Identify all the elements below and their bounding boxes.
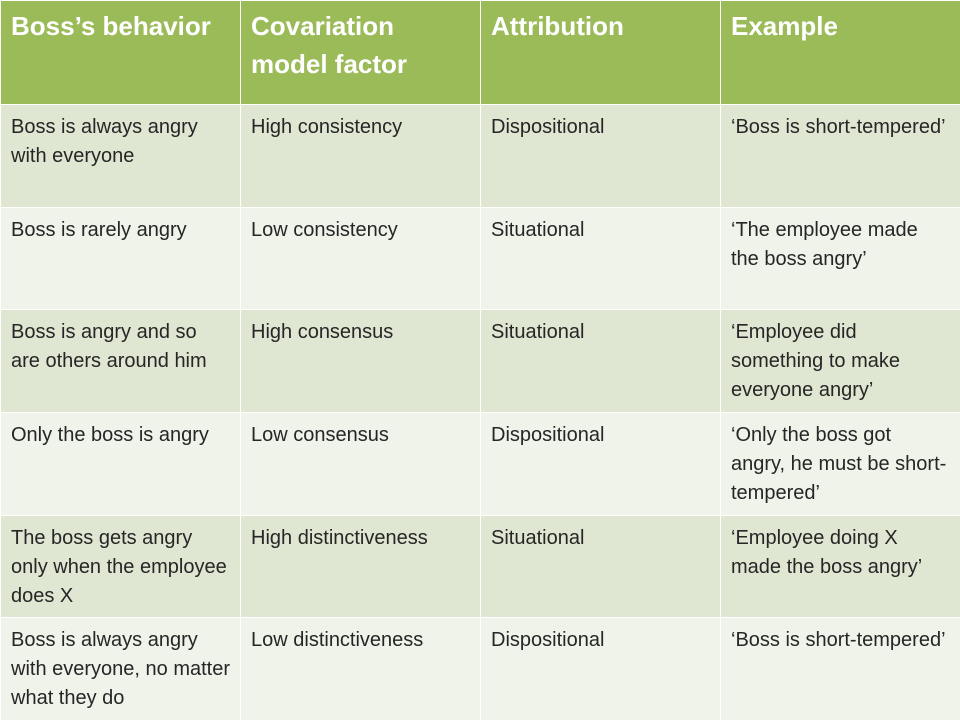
table-row: Boss is rarely angry Low consistency Sit…: [1, 207, 960, 310]
cell-behavior: Boss is angry and so are others around h…: [1, 310, 241, 413]
table-row: Boss is always angry with everyone High …: [1, 105, 960, 208]
table-row: The boss gets angry only when the employ…: [1, 515, 960, 618]
cell-factor: Low consensus: [241, 412, 481, 515]
cell-attribution: Situational: [481, 207, 721, 310]
table-row: Only the boss is angry Low consensus Dis…: [1, 412, 960, 515]
cell-attribution: Dispositional: [481, 412, 721, 515]
header-row: Boss’s behavior Covariation model factor…: [1, 1, 960, 105]
cell-factor: High distinctiveness: [241, 515, 481, 618]
cell-example: ‘Boss is short-tempered’: [721, 105, 960, 208]
cell-factor: High consistency: [241, 105, 481, 208]
cell-behavior: The boss gets angry only when the employ…: [1, 515, 241, 618]
header-cell-attribution: Attribution: [481, 1, 721, 105]
cell-behavior: Boss is always angry with everyone: [1, 105, 241, 208]
table-row: Boss is always angry with everyone, no m…: [1, 618, 960, 721]
cell-behavior: Boss is always angry with everyone, no m…: [1, 618, 241, 721]
cell-attribution: Dispositional: [481, 618, 721, 721]
cell-behavior: Only the boss is angry: [1, 412, 241, 515]
cell-attribution: Dispositional: [481, 105, 721, 208]
cell-example: ‘Employee did something to make everyone…: [721, 310, 960, 413]
cell-factor: High consensus: [241, 310, 481, 413]
table-header: Boss’s behavior Covariation model factor…: [1, 1, 960, 105]
cell-example: ‘The employee made the boss angry’: [721, 207, 960, 310]
cell-example: ‘Only the boss got angry, he must be sho…: [721, 412, 960, 515]
cell-example: ‘Employee doing X made the boss angry’: [721, 515, 960, 618]
cell-attribution: Situational: [481, 310, 721, 413]
header-cell-behavior: Boss’s behavior: [1, 1, 241, 105]
header-cell-example: Example: [721, 1, 960, 105]
table-body: Boss is always angry with everyone High …: [1, 105, 960, 721]
table-row: Boss is angry and so are others around h…: [1, 310, 960, 413]
cell-factor: Low consistency: [241, 207, 481, 310]
cell-attribution: Situational: [481, 515, 721, 618]
header-cell-factor: Covariation model factor: [241, 1, 481, 105]
cell-factor: Low distinctiveness: [241, 618, 481, 721]
cell-example: ‘Boss is short-tempered’: [721, 618, 960, 721]
cell-behavior: Boss is rarely angry: [1, 207, 241, 310]
